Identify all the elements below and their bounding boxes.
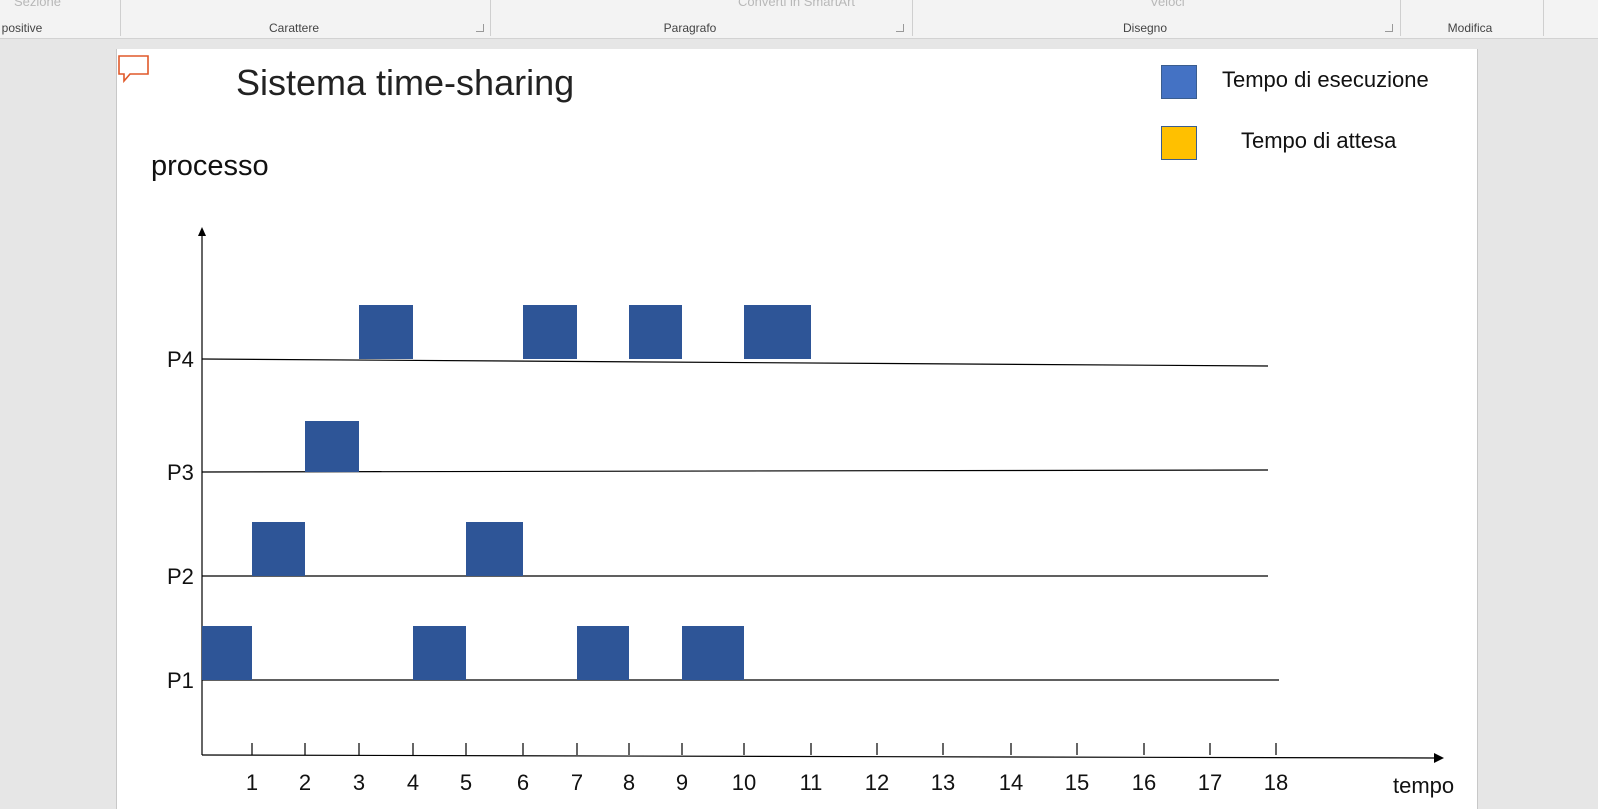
- x-tick-label: 9: [676, 770, 688, 795]
- y-axis-label: processo: [151, 150, 269, 182]
- x-tick-label: 11: [800, 770, 823, 795]
- process-label-p4: P4: [167, 347, 194, 372]
- ribbon-divider: [1543, 0, 1544, 36]
- execution-block-p2-2: [466, 522, 523, 576]
- x-axis-line: [201, 754, 1437, 759]
- execution-block-p1-3: [577, 626, 629, 680]
- y-axis-arrow-icon: [198, 227, 206, 236]
- x-axis-arrow-icon: [1434, 753, 1444, 763]
- group-font: Carattere: [268, 21, 320, 35]
- x-axis-label: tempo: [1393, 773, 1454, 798]
- x-tick-label: 5: [460, 770, 472, 795]
- execution-block-p1-1: [202, 626, 252, 680]
- execution-block-p4-2: [523, 305, 577, 359]
- process-label-p2: P2: [167, 564, 194, 589]
- ribbon-divider: [912, 0, 913, 36]
- x-tick-label: 15: [1065, 770, 1089, 795]
- execution-block-p4-1: [359, 305, 413, 359]
- group-editing: Modifica: [1447, 21, 1493, 35]
- x-tick-label: 17: [1198, 770, 1222, 795]
- process-lane-p4: [201, 358, 1269, 367]
- process-label-p1: P1: [167, 668, 194, 693]
- x-tick-label: 14: [999, 770, 1023, 795]
- legend-swatch-execution: [1161, 65, 1197, 99]
- execution-block-p4-4: [744, 305, 811, 359]
- execution-block-p2-1: [252, 522, 305, 576]
- legend-swatch-waiting: [1161, 126, 1197, 160]
- ribbon: Sezione Converti in SmartArt Veloci posi…: [0, 0, 1598, 39]
- x-tick-label: 6: [517, 770, 529, 795]
- x-tick-label: 3: [353, 770, 365, 795]
- drawing-dialog-launcher-icon[interactable]: [1385, 24, 1393, 32]
- x-tick-label: 1: [246, 770, 258, 795]
- x-tick-label: 18: [1264, 770, 1288, 795]
- ribbon-divider: [120, 0, 121, 36]
- ribbon-divider: [1400, 0, 1401, 36]
- process-label-p3: P3: [167, 460, 194, 485]
- ribbon-divider: [490, 0, 491, 36]
- x-tick-label: 12: [865, 770, 889, 795]
- x-tick-label: 4: [407, 770, 419, 795]
- group-drawing: Disegno: [1122, 21, 1168, 35]
- x-tick-label: 7: [571, 770, 583, 795]
- quick-styles-button[interactable]: Veloci: [1150, 0, 1185, 9]
- legend-label-waiting: Tempo di attesa: [1241, 128, 1397, 153]
- x-tick-label: 8: [623, 770, 635, 795]
- execution-block-p3-1: [305, 421, 359, 472]
- font-dialog-launcher-icon[interactable]: [476, 24, 484, 32]
- execution-block-p1-2: [413, 626, 466, 680]
- comment-icon[interactable]: [117, 54, 151, 84]
- group-slides: positive: [1, 21, 43, 35]
- convert-smartart-button[interactable]: Converti in SmartArt: [738, 0, 856, 9]
- group-paragraph: Paragrafo: [663, 21, 717, 35]
- x-tick-label: 10: [732, 770, 756, 795]
- execution-block-p1-4: [682, 626, 744, 680]
- x-tick-label: 2: [299, 770, 311, 795]
- process-lane-p3: [201, 469, 1269, 473]
- x-tick-label: 13: [931, 770, 955, 795]
- x-tick-label: 16: [1132, 770, 1156, 795]
- slide-title[interactable]: Sistema time-sharing: [236, 62, 575, 103]
- execution-block-p4-3: [629, 305, 682, 359]
- legend-label-execution: Tempo di esecuzione: [1222, 67, 1429, 92]
- paragraph-dialog-launcher-icon[interactable]: [896, 24, 904, 32]
- section-button[interactable]: Sezione: [14, 0, 61, 9]
